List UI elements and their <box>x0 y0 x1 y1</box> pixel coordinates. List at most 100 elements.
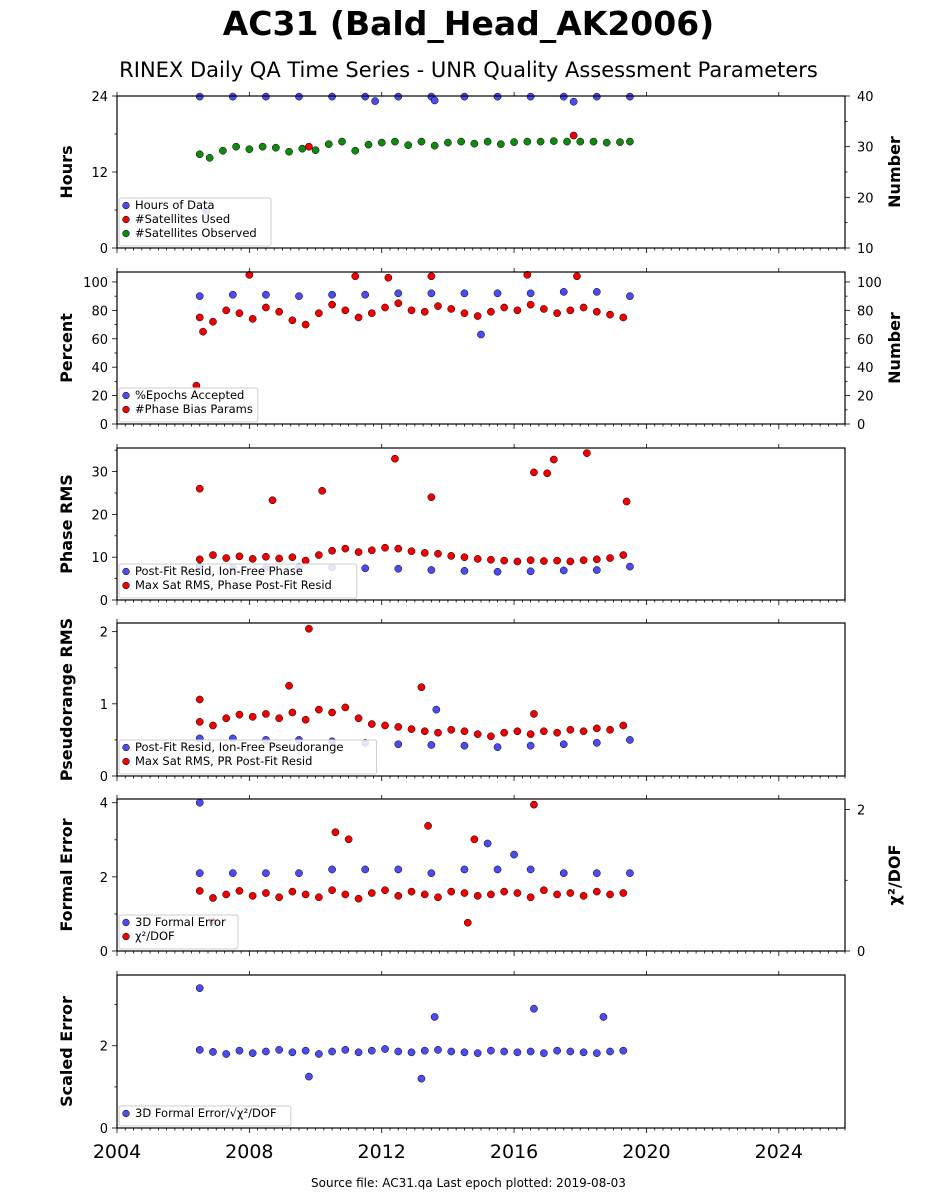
data-point-formal-s1 <box>553 890 561 899</box>
data-point-phase-s1 <box>420 549 429 557</box>
data-point-phase-s1 <box>301 556 310 565</box>
data-point-percent-s0 <box>295 292 303 300</box>
data-point-pseudorange-s1 <box>407 725 416 733</box>
data-point-formal-s1 <box>460 889 469 897</box>
y-tick-label-percent: 0 <box>100 418 108 433</box>
data-point-phase-s1 <box>407 547 416 556</box>
y-tick-label-right-percent: 60 <box>857 333 874 348</box>
data-point-formal-s1 <box>301 890 310 899</box>
data-point-pseudorange-s1 <box>500 728 509 737</box>
data-point-phase-s1 <box>235 552 244 561</box>
data-point-scaled-s0 <box>341 1046 350 1054</box>
data-point-hours-s2 <box>271 143 280 152</box>
data-point-percent-s0 <box>328 290 336 299</box>
data-point-hours-s2 <box>497 140 505 148</box>
data-point-formal-s0 <box>427 869 436 877</box>
legend-box-pseudorange <box>118 739 378 775</box>
data-point-pseudorange-s0 <box>592 738 601 747</box>
data-point-formal-s1 <box>275 893 283 902</box>
data-point-phase-s1 <box>195 484 204 493</box>
x-tick-label: 2024 <box>755 1141 803 1163</box>
x-tick-label: 2004 <box>93 1141 141 1163</box>
data-point-formal-s1 <box>381 886 389 895</box>
data-point-scaled-s0 <box>275 1046 283 1054</box>
data-point-hours-s1 <box>569 131 578 140</box>
data-point-hours-s2 <box>589 137 598 146</box>
data-point-hours-s2 <box>602 138 611 147</box>
data-point-percent-s0 <box>592 288 601 296</box>
data-point-pseudorange-s1 <box>434 728 442 737</box>
data-point-pseudorange-s1 <box>579 727 588 736</box>
data-point-phase-s1 <box>341 544 350 553</box>
data-point-formal-s1 <box>235 887 244 895</box>
data-point-percent-s1 <box>199 327 207 336</box>
y-tick-label-pseudorange: 0 <box>100 770 108 785</box>
data-point-pseudorange-s1 <box>209 721 217 730</box>
data-point-hours-s2 <box>364 140 373 149</box>
legend-marker-percent <box>122 391 130 400</box>
data-point-percent-s1 <box>354 313 363 322</box>
legend-label-hours: #Satellites Observed <box>135 226 257 240</box>
legend-marker-hours <box>122 201 130 210</box>
data-point-pseudorange-s1 <box>248 712 257 721</box>
data-point-hours-s2 <box>457 137 465 146</box>
data-point-percent-s0 <box>460 289 469 298</box>
legend-marker-hours <box>122 215 130 224</box>
y-axis-label-scaled: Scaled Error <box>57 996 76 1107</box>
legend-box-formal <box>118 914 239 950</box>
plot-frame-pseudorange <box>116 622 846 777</box>
data-point-hours-s2 <box>417 137 426 146</box>
data-point-hours-s0 <box>371 97 379 105</box>
data-point-pseudorange-s0 <box>526 741 535 750</box>
data-point-pseudorange-s1 <box>222 714 231 723</box>
data-point-formal-s1 <box>354 894 363 903</box>
data-point-percent-s1 <box>434 302 442 310</box>
data-point-percent-s0 <box>228 290 237 299</box>
data-point-percent-s0 <box>493 289 502 298</box>
data-point-hours-s2 <box>563 137 571 146</box>
data-point-pseudorange-s1 <box>530 710 538 718</box>
data-point-percent-s1 <box>500 303 509 312</box>
data-point-scaled-s0 <box>430 1013 439 1021</box>
y-tick-label-right-hours: 10 <box>857 242 874 257</box>
data-point-hours-s2 <box>377 138 386 147</box>
data-point-phase-s0 <box>394 564 403 573</box>
data-point-phase-s0 <box>526 567 535 576</box>
data-point-scaled-s0 <box>407 1048 416 1057</box>
y-axis-label-right-formal: χ²/DOF <box>885 845 904 906</box>
data-point-hours-s2 <box>324 140 333 148</box>
data-point-percent-s0 <box>195 292 204 300</box>
data-point-scaled-s0 <box>328 1047 336 1056</box>
data-point-percent-s1 <box>262 303 270 312</box>
data-point-phase-s1 <box>367 546 376 555</box>
data-point-pseudorange-s1 <box>354 714 363 723</box>
data-point-formal-s1 <box>463 918 472 927</box>
data-point-phase-s1 <box>579 556 588 565</box>
data-point-phase-s1 <box>473 555 482 563</box>
data-point-formal-s0 <box>262 869 270 877</box>
y-axis-label-right-hours: Number <box>885 136 904 208</box>
data-point-formal-s0 <box>328 865 336 874</box>
data-point-phase-s1 <box>381 543 389 552</box>
data-point-hours-s2 <box>536 137 545 146</box>
data-point-formal-s1 <box>222 890 231 899</box>
data-point-scaled-s0 <box>566 1047 575 1056</box>
data-point-formal-s0 <box>228 869 237 877</box>
plot-frame-formal <box>116 798 846 952</box>
data-point-scaled-s0 <box>513 1048 522 1057</box>
data-point-phase-s1 <box>622 497 631 506</box>
data-point-phase-s0 <box>427 566 436 574</box>
y-tick-label-scaled: 2 <box>100 1040 108 1055</box>
data-point-scaled-s0 <box>195 1046 204 1054</box>
data-point-hours-s0 <box>569 97 578 106</box>
y-tick-label-hours: 24 <box>91 90 108 105</box>
data-point-formal-s1 <box>331 828 340 837</box>
data-point-pseudorange-s1 <box>301 715 310 724</box>
data-point-formal-s0 <box>592 869 601 877</box>
legend-label-formal: 3D Formal Error <box>135 915 226 929</box>
data-point-scaled-s0 <box>354 1048 363 1057</box>
data-point-hours-s2 <box>391 137 399 146</box>
data-point-phase-s1 <box>553 556 561 565</box>
data-point-formal-s1 <box>420 890 429 899</box>
data-point-formal-s1 <box>248 892 257 900</box>
